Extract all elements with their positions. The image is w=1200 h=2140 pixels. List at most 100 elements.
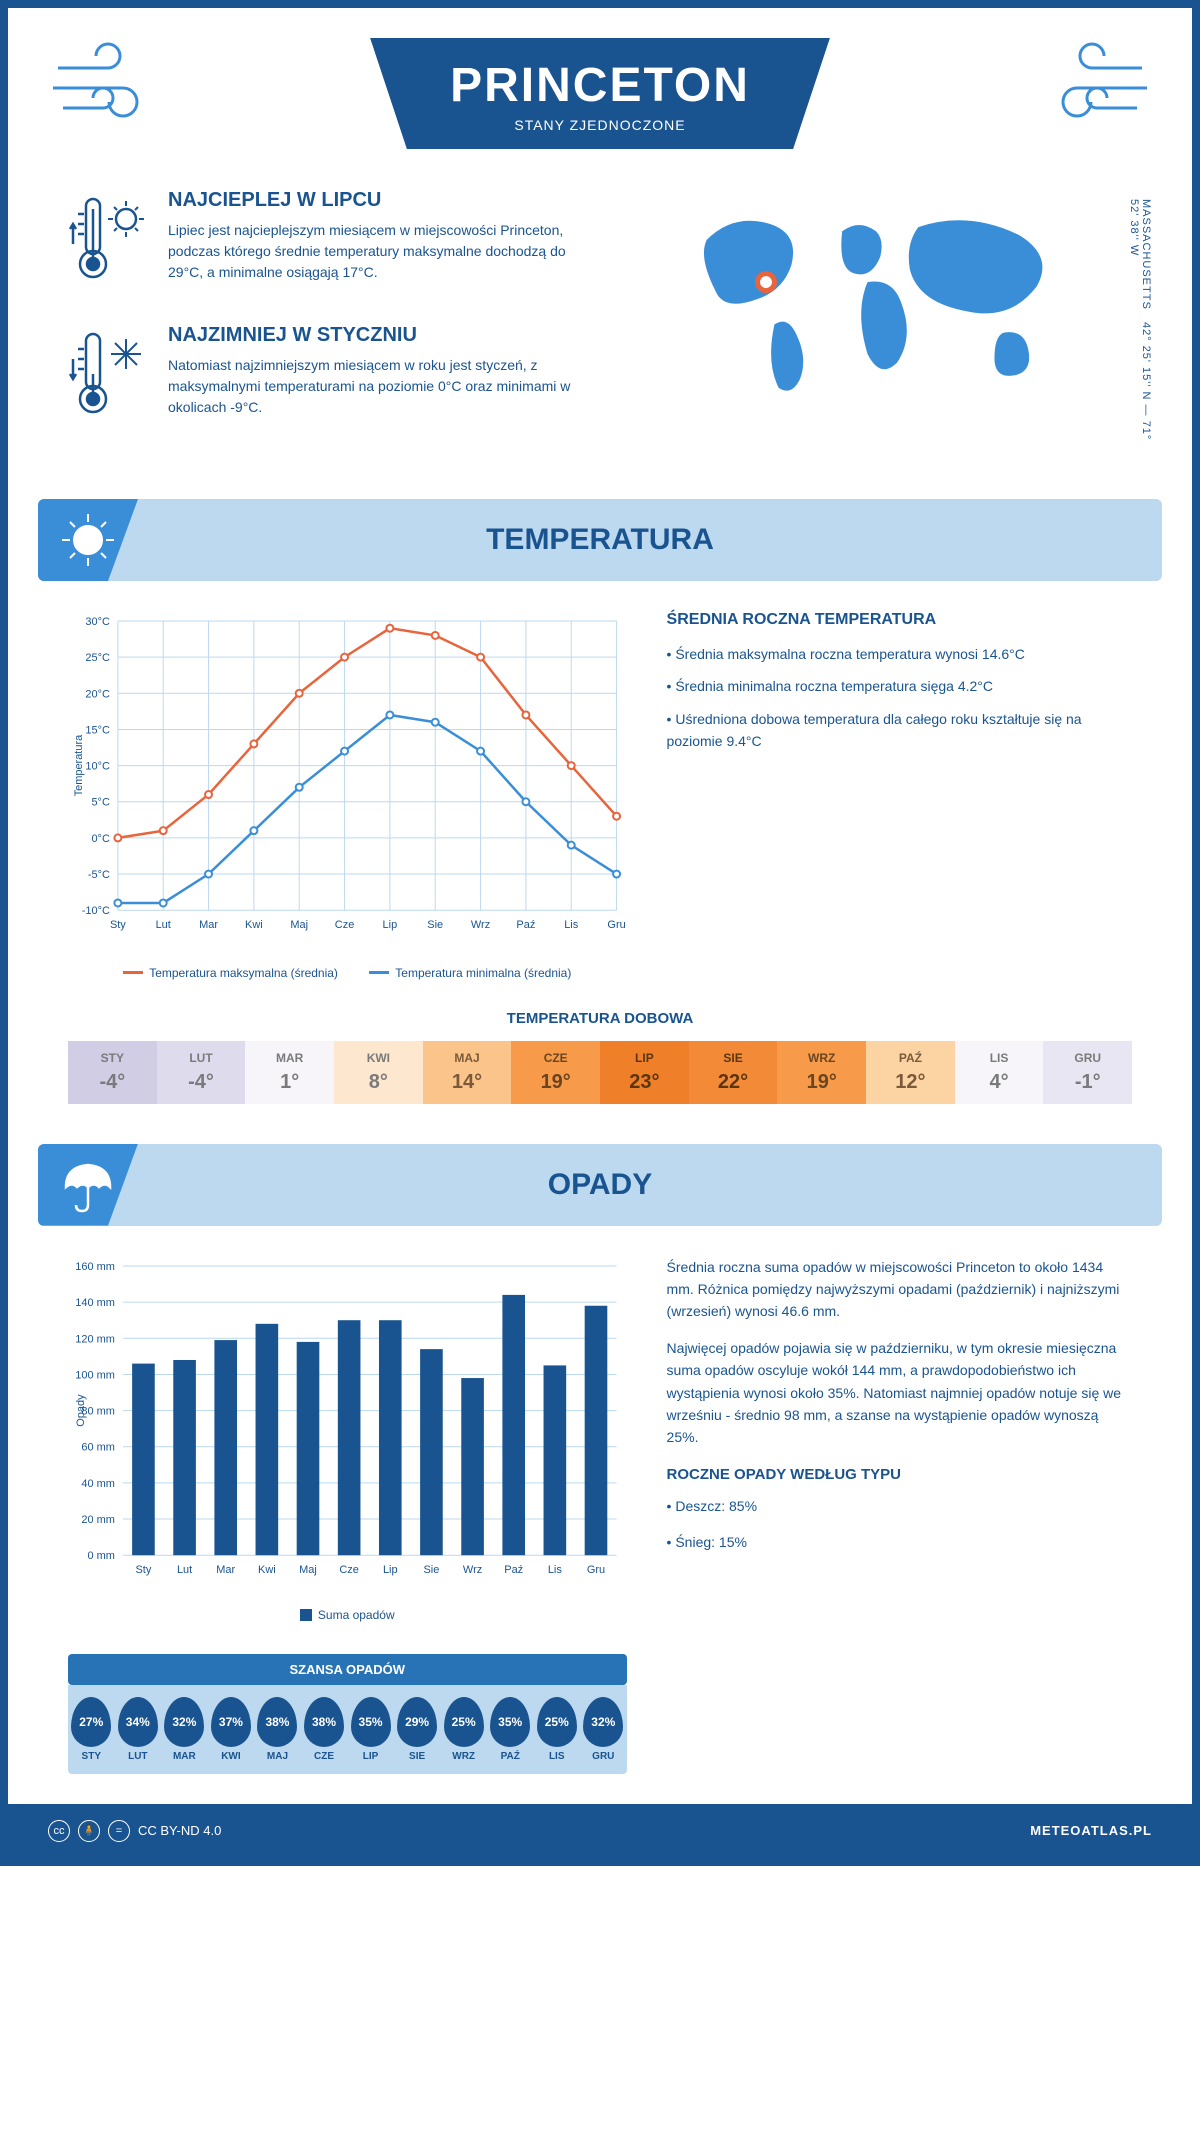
cc-icon: cc	[48, 1820, 70, 1842]
svg-text:Maj: Maj	[290, 919, 308, 931]
daily-cell: CZE19°	[511, 1041, 600, 1104]
chance-cell: 38%CZE	[301, 1697, 348, 1762]
precipitation-chart: 0 mm20 mm40 mm60 mm80 mm100 mm120 mm140 …	[68, 1256, 627, 1624]
svg-text:10°C: 10°C	[85, 761, 110, 773]
chance-cell: 29%SIE	[394, 1697, 441, 1762]
world-map-icon	[620, 189, 1132, 409]
svg-text:Kwi: Kwi	[245, 919, 263, 931]
daily-cell: LIP23°	[600, 1041, 689, 1104]
by-icon: 🧍	[78, 1820, 100, 1842]
svg-text:100 mm: 100 mm	[75, 1369, 115, 1381]
umbrella-icon	[38, 1144, 138, 1226]
precipitation-body: 0 mm20 mm40 mm60 mm80 mm100 mm120 mm140 …	[8, 1226, 1192, 1654]
svg-text:0 mm: 0 mm	[87, 1550, 114, 1562]
svg-text:60 mm: 60 mm	[81, 1441, 115, 1453]
footer: cc 🧍 = CC BY-ND 4.0 METEOATLAS.PL	[8, 1804, 1192, 1858]
chance-cell: 35%LIP	[347, 1697, 394, 1762]
svg-text:Opady: Opady	[75, 1394, 87, 1427]
daily-cell: STY-4°	[68, 1041, 157, 1104]
precipitation-text: Średnia roczna suma opadów w miejscowośc…	[667, 1256, 1132, 1624]
svg-text:25°C: 25°C	[85, 652, 110, 664]
svg-text:Lip: Lip	[383, 919, 398, 931]
svg-text:20°C: 20°C	[85, 688, 110, 700]
prec-legend: Suma opadów	[68, 1608, 627, 1624]
svg-text:40 mm: 40 mm	[81, 1478, 115, 1490]
svg-text:Lis: Lis	[548, 1564, 563, 1576]
svg-text:0°C: 0°C	[91, 833, 109, 845]
thermometer-snow-icon	[68, 324, 148, 429]
thermometer-sun-icon	[68, 189, 148, 294]
daily-cell: LUT-4°	[157, 1041, 246, 1104]
svg-text:30°C: 30°C	[85, 616, 110, 628]
daily-cell: SIE22°	[689, 1041, 778, 1104]
temperature-chart: -10°C-5°C0°C5°C10°C15°C20°C25°C30°CStyLu…	[68, 611, 627, 980]
temperature-section-header: TEMPERATURA	[38, 499, 1162, 581]
warmest-feature: NAJCIEPLEJ W LIPCU Lipiec jest najcieple…	[68, 189, 580, 294]
daily-cell: PAŹ12°	[866, 1041, 955, 1104]
coordinates: MASSACHUSETTS 42° 25' 15'' N — 71° 52' 3…	[1128, 199, 1152, 459]
svg-text:Lut: Lut	[177, 1564, 192, 1576]
svg-text:Gru: Gru	[607, 919, 625, 931]
infographic-page: PRINCETON STANY ZJEDNOCZONE NAJCIEPLEJ W…	[0, 0, 1200, 1866]
daily-cell: WRZ19°	[777, 1041, 866, 1104]
svg-text:Mar: Mar	[199, 919, 218, 931]
svg-text:Kwi: Kwi	[258, 1564, 276, 1576]
chance-cell: 27%STY	[68, 1697, 115, 1762]
temp-legend: Temperatura maksymalna (średnia) Tempera…	[68, 963, 627, 980]
chance-cell: 34%LUT	[115, 1697, 162, 1762]
precipitation-section-header: OPADY	[38, 1144, 1162, 1226]
svg-text:20 mm: 20 mm	[81, 1514, 115, 1526]
intro-right: MASSACHUSETTS 42° 25' 15'' N — 71° 52' 3…	[620, 189, 1132, 459]
svg-text:160 mm: 160 mm	[75, 1261, 115, 1273]
svg-text:15°C: 15°C	[85, 724, 110, 736]
country-subtitle: STANY ZJEDNOCZONE	[450, 117, 750, 133]
svg-text:Lis: Lis	[564, 919, 579, 931]
title-banner: PRINCETON STANY ZJEDNOCZONE	[370, 38, 830, 149]
svg-text:Paź: Paź	[504, 1564, 523, 1576]
daily-row: STY-4°LUT-4°MAR1°KWI8°MAJ14°CZE19°LIP23°…	[68, 1041, 1132, 1104]
intro-row: NAJCIEPLEJ W LIPCU Lipiec jest najcieple…	[8, 189, 1192, 499]
nd-icon: =	[108, 1820, 130, 1842]
chance-cell: 25%LIS	[533, 1697, 580, 1762]
svg-text:Temperatura: Temperatura	[73, 734, 85, 796]
svg-text:Mar: Mar	[216, 1564, 235, 1576]
chance-cell: 32%GRU	[580, 1697, 627, 1762]
coldest-text: Natomiast najzimniejszym miesiącem w rok…	[168, 355, 580, 418]
svg-text:Paź: Paź	[516, 919, 535, 931]
svg-text:Lut: Lut	[156, 919, 171, 931]
svg-text:Sty: Sty	[110, 919, 126, 931]
chance-cell: 35%PAŹ	[487, 1697, 534, 1762]
svg-text:120 mm: 120 mm	[75, 1333, 115, 1345]
daily-cell: MAJ14°	[423, 1041, 512, 1104]
chance-cell: 25%WRZ	[440, 1697, 487, 1762]
warmest-text: Lipiec jest najcieplejszym miesiącem w m…	[168, 220, 580, 283]
svg-text:Maj: Maj	[299, 1564, 317, 1576]
chance-cell: 38%MAJ	[254, 1697, 301, 1762]
intro-left: NAJCIEPLEJ W LIPCU Lipiec jest najcieple…	[68, 189, 580, 459]
svg-text:Sty: Sty	[136, 1564, 152, 1576]
svg-text:Sie: Sie	[427, 919, 443, 931]
chance-panel: SZANSA OPADÓW 27%STY34%LUT32%MAR37%KWI38…	[68, 1654, 627, 1774]
svg-text:Wrz: Wrz	[471, 919, 490, 931]
header: PRINCETON STANY ZJEDNOCZONE	[8, 8, 1192, 189]
wind-icon	[1032, 38, 1152, 133]
svg-text:Wrz: Wrz	[463, 1564, 482, 1576]
daily-temperature: TEMPERATURA DOBOWA STY-4°LUT-4°MAR1°KWI8…	[8, 1010, 1192, 1144]
daily-cell: LIS4°	[955, 1041, 1044, 1104]
coldest-title: NAJZIMNIEJ W STYCZNIU	[168, 324, 580, 347]
svg-text:Gru: Gru	[587, 1564, 605, 1576]
svg-text:Sie: Sie	[423, 1564, 439, 1576]
site-name: METEOATLAS.PL	[1030, 1823, 1152, 1838]
license: cc 🧍 = CC BY-ND 4.0	[48, 1820, 221, 1842]
precipitation-lower: SZANSA OPADÓW 27%STY34%LUT32%MAR37%KWI38…	[8, 1654, 1192, 1804]
chance-cell: 32%MAR	[161, 1697, 208, 1762]
svg-text:Cze: Cze	[339, 1564, 359, 1576]
location-marker-icon	[758, 274, 775, 291]
daily-cell: KWI8°	[334, 1041, 423, 1104]
city-title: PRINCETON	[450, 58, 750, 113]
warmest-title: NAJCIEPLEJ W LIPCU	[168, 189, 580, 212]
coldest-feature: NAJZIMNIEJ W STYCZNIU Natomiast najzimni…	[68, 324, 580, 429]
chance-cell: 37%KWI	[208, 1697, 255, 1762]
svg-text:Lip: Lip	[383, 1564, 398, 1576]
temperature-body: -10°C-5°C0°C5°C10°C15°C20°C25°C30°CStyLu…	[8, 581, 1192, 1010]
